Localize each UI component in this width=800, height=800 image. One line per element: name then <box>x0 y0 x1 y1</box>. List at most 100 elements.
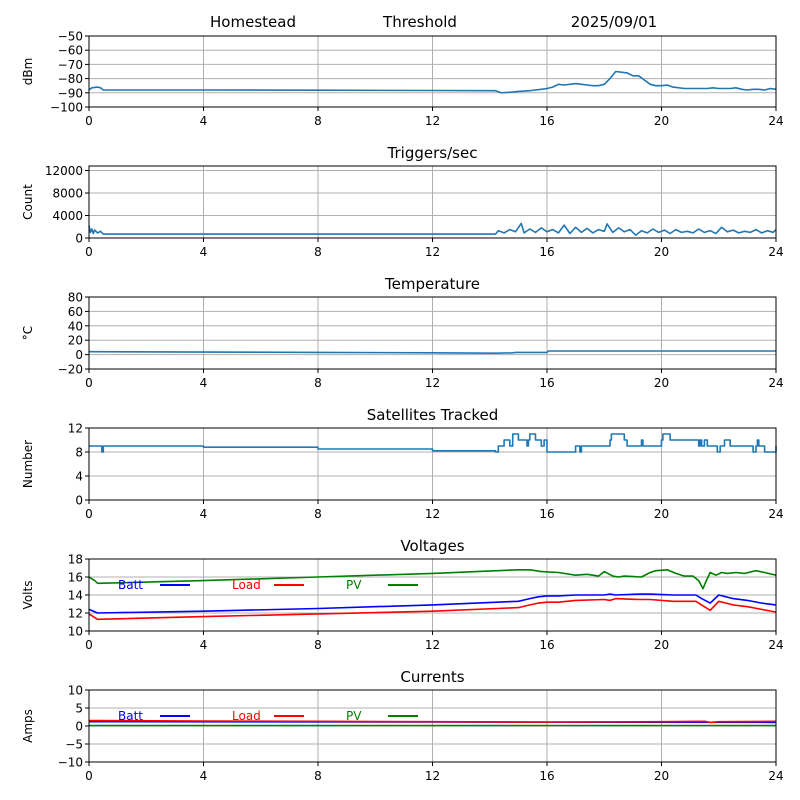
x-tick-label: 12 <box>425 114 440 128</box>
x-tick-label: 0 <box>85 638 93 652</box>
y-axis-label: °C <box>21 326 35 340</box>
y-tick-label: 8000 <box>52 187 83 201</box>
y-tick-label: −80 <box>58 72 83 86</box>
series-line-load <box>88 597 777 621</box>
x-tick-label: 12 <box>425 769 440 783</box>
y-tick-label: 10 <box>68 625 83 639</box>
x-tick-label: 4 <box>200 507 208 521</box>
legend-label-batt: Batt <box>118 578 143 592</box>
x-tick-label: 12 <box>425 376 440 390</box>
x-tick-label: 4 <box>200 114 208 128</box>
series-line-batt <box>88 593 777 614</box>
panel-title: Currents <box>400 668 464 686</box>
x-tick-label: 0 <box>85 114 93 128</box>
x-tick-label: 12 <box>425 507 440 521</box>
x-tick-label: 8 <box>314 769 322 783</box>
series-line-data <box>88 70 777 94</box>
x-tick-label: 8 <box>314 507 322 521</box>
series-line-load <box>88 719 777 724</box>
x-tick-label: 0 <box>85 245 93 259</box>
x-tick-label: 20 <box>654 507 669 521</box>
x-tick-label: 0 <box>85 769 93 783</box>
x-tick-label: 16 <box>539 769 554 783</box>
legend-label-batt: Batt <box>118 709 143 723</box>
y-axis-label: dBm <box>21 58 35 86</box>
y-tick-label: 4 <box>75 470 83 484</box>
panel-title: Triggers/sec <box>387 144 478 162</box>
y-tick-label: 40 <box>68 319 83 333</box>
panel-signal: 0 4 8 12 16 20 24 −100−90−80−70−60−50 dBm <box>21 30 784 129</box>
x-tick-label: 8 <box>314 638 322 652</box>
x-tick-label: 24 <box>768 507 783 521</box>
y-tick-label: 80 <box>68 291 83 305</box>
header-date: 2025/09/01 <box>571 13 657 31</box>
x-tick-label: 20 <box>654 114 669 128</box>
x-tick-label: 4 <box>200 376 208 390</box>
x-tick-label: 16 <box>539 114 554 128</box>
y-tick-label: −60 <box>58 44 83 58</box>
y-tick-label: −20 <box>58 363 83 377</box>
y-tick-label: 10 <box>68 684 83 698</box>
y-tick-label: 5 <box>75 702 83 716</box>
y-tick-label: 12000 <box>45 164 83 178</box>
y-axis-label: Number <box>21 440 35 488</box>
x-tick-label: 24 <box>768 376 783 390</box>
series-line-data <box>89 433 777 453</box>
x-tick-label: 12 <box>425 245 440 259</box>
y-tick-label: 20 <box>68 334 83 348</box>
y-axis-label: Count <box>21 184 35 220</box>
panel-satellites: 0 4 8 12 16 20 24 0 4 8 12 Satellites Tracked Number <box>21 406 784 521</box>
x-tick-label: 16 <box>539 638 554 652</box>
x-tick-label: 20 <box>654 376 669 390</box>
series-line-pv <box>88 569 777 590</box>
panel-currents: 0 4 8 12 16 20 24 −10 −5 0 5 10 Currents Amps Batt Load… <box>21 668 784 783</box>
x-tick-label: 24 <box>768 114 783 128</box>
legend-label-pv: PV <box>346 578 362 592</box>
x-tick-label: 4 <box>200 769 208 783</box>
y-tick-label: −70 <box>58 58 83 72</box>
panel-voltages: 0 4 8 12 16 20 24 10 12 14 16 18 Voltages Volts Batt Lo… <box>21 537 784 652</box>
y-tick-label: −50 <box>58 30 83 44</box>
y-tick-label: −100 <box>50 101 83 115</box>
x-tick-label: 0 <box>85 507 93 521</box>
x-tick-label: 20 <box>654 769 669 783</box>
y-tick-label: 0 <box>75 720 83 734</box>
y-tick-label: 12 <box>68 422 83 436</box>
x-tick-label: 8 <box>314 245 322 259</box>
x-tick-label: 24 <box>768 769 783 783</box>
y-tick-label: 0 <box>75 348 83 362</box>
x-tick-label: 4 <box>200 245 208 259</box>
y-tick-label: 18 <box>68 553 83 567</box>
legend-label-pv: PV <box>346 709 362 723</box>
y-axis-label: Amps <box>21 709 35 743</box>
x-tick-label: 16 <box>539 507 554 521</box>
x-tick-label: 8 <box>314 376 322 390</box>
x-tick-label: 20 <box>654 245 669 259</box>
header-station: Homestead <box>210 13 296 31</box>
series-line-data <box>88 350 776 354</box>
x-tick-label: 4 <box>200 638 208 652</box>
x-tick-label: 12 <box>425 638 440 652</box>
x-tick-label: 16 <box>539 376 554 390</box>
y-axis-label: Volts <box>21 581 35 610</box>
y-tick-label: 12 <box>68 607 83 621</box>
series-line-data <box>88 222 777 236</box>
legend-label-load: Load <box>232 578 261 592</box>
panel-title: Voltages <box>400 537 464 555</box>
y-tick-label: 14 <box>68 589 83 603</box>
panel-title: Satellites Tracked <box>367 406 498 424</box>
y-tick-label: −5 <box>65 738 83 752</box>
x-tick-label: 24 <box>768 638 783 652</box>
x-tick-label: 8 <box>314 114 322 128</box>
x-tick-label: 20 <box>654 638 669 652</box>
panel-triggers: 0 4 8 12 16 20 24 0 4000 8000 12000 Triggers/sec Cou… <box>21 144 784 259</box>
y-tick-label: 0 <box>75 232 83 246</box>
y-tick-label: 16 <box>68 571 83 585</box>
y-tick-label: 0 <box>75 494 83 508</box>
x-tick-label: 24 <box>768 245 783 259</box>
y-tick-label: −90 <box>58 86 83 100</box>
legend-label-load: Load <box>232 709 261 723</box>
